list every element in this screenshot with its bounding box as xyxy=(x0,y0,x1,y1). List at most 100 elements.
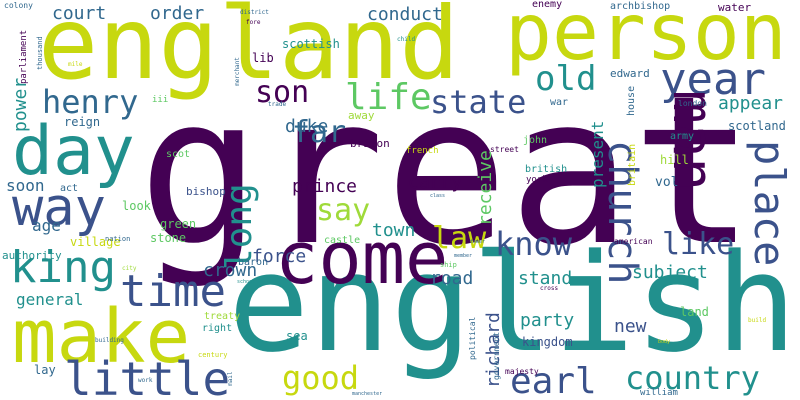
word-majesty: majesty xyxy=(505,367,539,376)
word-nation: nation xyxy=(105,235,131,243)
word-colony: colony xyxy=(4,1,33,10)
word-age: age xyxy=(32,216,61,235)
word-land: land xyxy=(680,305,709,319)
word-century: century xyxy=(198,351,228,359)
word-member: member xyxy=(454,253,473,259)
word-old: old xyxy=(535,59,597,99)
word-away: away xyxy=(348,109,375,122)
word-london: london xyxy=(678,99,707,108)
word-duke: duke xyxy=(285,116,329,137)
word-scotland: scotland xyxy=(728,119,786,133)
word-trade: trade xyxy=(268,101,287,108)
word-political: political xyxy=(468,316,477,360)
word-town: town xyxy=(372,220,416,241)
word-soon: soon xyxy=(6,176,45,195)
word-briton: briton xyxy=(350,137,390,150)
word-order: order xyxy=(150,3,205,24)
word-parliament: parliament xyxy=(19,29,29,84)
word-kingdom: kingdom xyxy=(522,335,573,349)
word-look: look xyxy=(122,199,151,213)
word-castle: castle xyxy=(324,235,361,246)
word-village: village xyxy=(70,235,121,249)
word-baron: baron xyxy=(238,257,269,268)
word-ship: ship xyxy=(440,261,457,269)
word-army: army xyxy=(670,131,695,142)
word-say: say xyxy=(316,193,371,228)
word-force: force xyxy=(252,246,307,267)
word-prince: prince xyxy=(292,176,358,197)
word-body: body xyxy=(658,339,671,345)
word-like: like xyxy=(662,227,735,262)
word-act: act xyxy=(60,183,79,194)
word-power: power xyxy=(10,77,31,132)
word-house: house xyxy=(626,85,637,116)
word-court: court xyxy=(52,3,107,24)
word-lay: lay xyxy=(34,363,56,377)
word-right: right xyxy=(202,323,233,334)
word-authority: authority xyxy=(2,249,62,262)
word-know: know xyxy=(495,225,573,263)
word-henry: henry xyxy=(42,83,139,121)
word-government: government xyxy=(492,331,501,380)
word-party: party xyxy=(520,310,575,331)
word-treaty: treaty xyxy=(204,311,241,322)
word-sea: sea xyxy=(286,329,308,343)
word-year: year xyxy=(660,54,766,105)
word-vol: vol xyxy=(655,175,679,190)
word-country: country xyxy=(625,359,760,397)
word-day: day xyxy=(12,112,135,191)
word-street: street xyxy=(490,145,519,154)
word-scot: scot xyxy=(166,149,191,160)
word-far: far xyxy=(292,115,347,150)
word-stand: stand xyxy=(518,268,573,289)
word-general: general xyxy=(16,290,84,309)
word-archbishop: archbishop xyxy=(610,1,671,12)
word-england: england xyxy=(38,0,460,102)
word-class: class xyxy=(430,193,446,199)
word-mile: mile xyxy=(68,61,83,68)
word-way: way xyxy=(12,178,106,238)
word-fore: fore xyxy=(246,19,261,26)
word-carry: carry xyxy=(408,172,463,193)
word-britain: britain xyxy=(627,143,638,186)
word-appear: appear xyxy=(718,93,784,114)
word-crown: crown xyxy=(203,260,258,281)
word-reign: reign xyxy=(64,115,101,129)
word-thousand: thousand xyxy=(36,36,44,70)
word-city: city xyxy=(122,265,137,272)
word-william: william xyxy=(640,388,678,398)
word-king: king xyxy=(10,242,116,293)
word-iii: iii xyxy=(152,95,169,105)
word-life: life xyxy=(345,77,432,118)
word-place: place xyxy=(745,140,794,267)
word-american: american xyxy=(614,237,653,246)
word-subject: subject xyxy=(632,262,708,283)
word-merchant: merchant xyxy=(234,57,241,86)
word-school: school xyxy=(237,279,256,285)
word-tower: tower xyxy=(470,239,486,245)
word-present: present xyxy=(588,120,607,188)
word-water: water xyxy=(718,1,752,14)
word-french: french xyxy=(406,146,439,156)
word-mail: mail xyxy=(227,371,234,386)
word-green: green xyxy=(160,217,197,231)
word-little: little xyxy=(64,352,231,400)
word-great: great xyxy=(138,53,756,291)
word-building: building xyxy=(95,337,124,344)
word-john: john xyxy=(523,135,548,146)
word-state: state xyxy=(430,83,527,121)
word-manchester: manchester xyxy=(352,391,383,397)
word-work: work xyxy=(138,377,153,384)
word-bishop: bishop xyxy=(186,185,226,198)
word-law: law xyxy=(432,221,487,256)
word-edward: edward xyxy=(610,67,650,80)
word-english: english xyxy=(228,225,797,382)
word-york: york xyxy=(526,175,548,185)
word-hill: hill xyxy=(660,153,689,167)
word-war: war xyxy=(550,97,569,108)
word-cross: cross xyxy=(540,285,559,292)
word-time: time xyxy=(120,266,226,317)
word-make: make xyxy=(12,294,191,380)
word-come: come xyxy=(275,216,449,300)
